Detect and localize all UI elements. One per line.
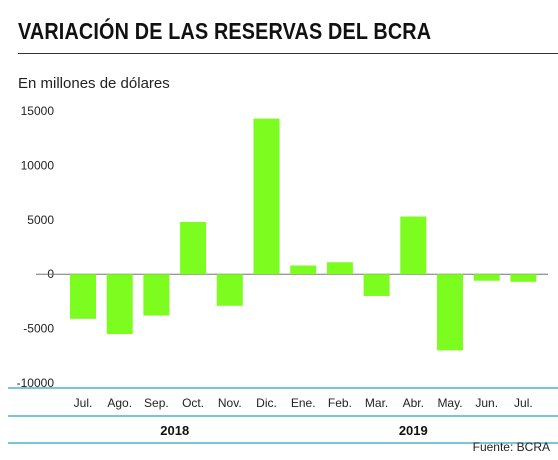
x-tick-label: Sep. xyxy=(144,396,169,410)
bar-9 xyxy=(400,216,427,275)
x-tick-label: Mar. xyxy=(365,396,388,410)
x-tick-label: Abr. xyxy=(403,396,424,410)
bars xyxy=(70,118,537,351)
chart-title: VARIACIÓN DE LAS RESERVAS DEL BCRA xyxy=(18,18,432,44)
y-tick-label: 15000 xyxy=(21,104,55,118)
x-tick-label: Nov. xyxy=(218,396,242,410)
bar-3 xyxy=(180,221,207,275)
x-tick-label: Jul. xyxy=(514,396,533,410)
year-labels: 2018 2019 xyxy=(160,423,427,438)
x-tick-label: Feb. xyxy=(328,396,352,410)
bar-10 xyxy=(437,274,463,351)
bar-0 xyxy=(70,274,96,319)
bar-2 xyxy=(143,274,170,316)
x-axis-ticks: Jul. Ago. Sep. Oct. Nov. Dic. Ene. Feb. Mar. Abr.… xyxy=(74,396,533,410)
x-tick-label: Ene. xyxy=(291,396,316,410)
x-tick-label: Jun. xyxy=(475,396,498,410)
bar-1 xyxy=(106,274,133,335)
source-note: Fuente: BCRA xyxy=(472,440,550,454)
bar-7 xyxy=(326,262,353,275)
bar-5 xyxy=(253,118,280,275)
x-tick-label: Oct. xyxy=(182,396,204,410)
bar-6 xyxy=(290,265,317,275)
bar-4 xyxy=(216,274,243,306)
x-tick-label: Ago. xyxy=(107,396,132,410)
unit-label: En millones de dólares xyxy=(18,75,170,92)
bar-8 xyxy=(363,274,390,296)
y-tick-label: 10000 xyxy=(21,158,55,172)
bar-12 xyxy=(510,274,537,282)
year-label: 2018 xyxy=(160,423,189,438)
y-tick-label: 5000 xyxy=(27,213,54,227)
x-tick-label: Dic. xyxy=(256,396,277,410)
title-divider xyxy=(18,53,558,54)
x-tick-label: May. xyxy=(437,396,462,410)
y-tick-label: -10000 xyxy=(17,376,55,390)
year-label: 2019 xyxy=(399,423,428,438)
y-tick-label: -5000 xyxy=(23,322,54,336)
bar-11 xyxy=(473,274,500,281)
x-tick-label: Jul. xyxy=(74,396,93,410)
